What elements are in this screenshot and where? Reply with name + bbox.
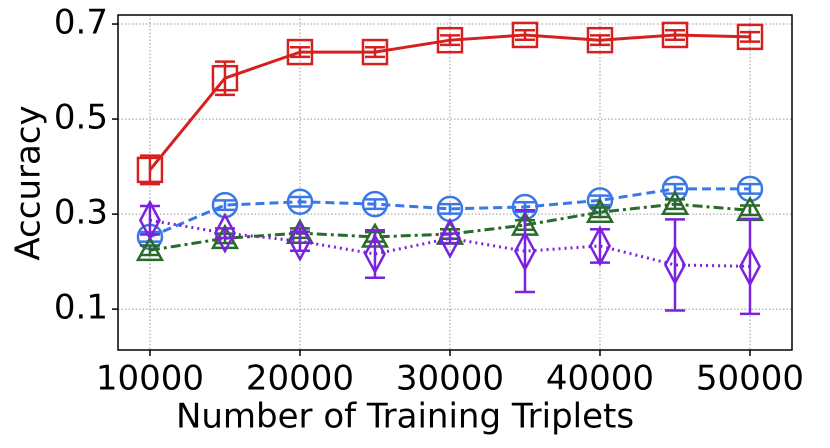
marker: [436, 26, 464, 54]
marker: [361, 190, 389, 218]
marker: [736, 23, 764, 51]
y-tick-label: 0.1: [54, 288, 108, 328]
marker: [586, 26, 614, 54]
marker: [736, 175, 764, 203]
marker: [588, 225, 612, 267]
marker: [738, 245, 762, 288]
marker: [361, 38, 389, 66]
marker: [663, 244, 687, 286]
y-tick-label: 0.7: [54, 3, 108, 43]
x-tick-label: 10000: [96, 359, 204, 399]
y-tick-label: 0.3: [54, 193, 108, 233]
marker: [511, 21, 539, 49]
y-axis-label: Accuracy: [9, 105, 49, 260]
marker: [211, 64, 239, 92]
marker: [213, 212, 236, 254]
marker: [288, 220, 311, 262]
plot-frame: [117, 14, 793, 351]
series-line: [149, 187, 750, 239]
marker: [585, 197, 615, 224]
marker: [363, 233, 386, 275]
marker: [661, 21, 689, 49]
marker: [513, 230, 536, 272]
marker: [286, 38, 314, 66]
x-tick-label: 40000: [546, 359, 654, 399]
x-axis-label: Number of Training Triplets: [176, 397, 634, 437]
marker: [135, 235, 165, 262]
x-tick-label: 20000: [246, 359, 354, 399]
marker: [286, 188, 314, 215]
x-tick-label: 50000: [696, 359, 804, 399]
marker: [438, 217, 461, 259]
marker: [138, 199, 161, 241]
series-line: [148, 33, 751, 171]
y-tick-label: 0.5: [54, 98, 108, 138]
x-tick-label: 30000: [396, 359, 504, 399]
marker: [660, 189, 690, 215]
marker: [136, 156, 164, 184]
